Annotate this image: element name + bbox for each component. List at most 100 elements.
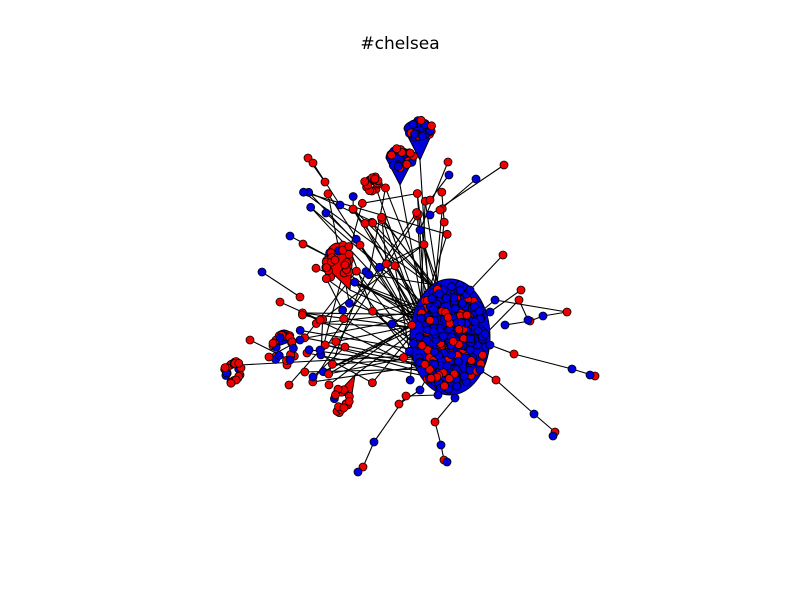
blue-node (450, 393, 460, 403)
red-node (412, 189, 422, 198)
red-node (226, 378, 236, 388)
graph-edge (495, 379, 535, 415)
nodes-layer (220, 115, 600, 477)
red-node (387, 150, 396, 160)
blue-node (485, 307, 495, 317)
blue-node (427, 294, 437, 304)
blue-node (447, 350, 457, 360)
red-node (324, 380, 334, 390)
blue-node (344, 298, 354, 308)
red-node (420, 359, 430, 369)
red-node (478, 350, 488, 360)
red-node (435, 205, 445, 215)
graph-edge (381, 219, 387, 264)
red-node (297, 310, 307, 320)
blue-node (430, 347, 439, 357)
red-node (439, 217, 449, 227)
red-node (357, 198, 367, 208)
red-node (351, 266, 361, 276)
red-node (311, 263, 321, 273)
red-node (324, 369, 334, 379)
blue-node (321, 208, 331, 218)
red-node (394, 399, 404, 409)
blue-node (417, 131, 427, 141)
red-node (355, 240, 365, 250)
graph-edge (533, 413, 556, 433)
blue-node (474, 306, 484, 316)
graph-edge (300, 329, 421, 352)
red-node (298, 239, 308, 249)
graph-edge (419, 159, 430, 310)
blue-node (364, 270, 374, 280)
red-node (315, 315, 325, 325)
red-node (234, 358, 244, 368)
blue-node (430, 359, 440, 369)
red-node (360, 218, 370, 228)
red-node (401, 391, 411, 401)
red-node (321, 274, 331, 284)
blue-node (405, 375, 415, 385)
graph-edge (261, 271, 301, 298)
red-node (466, 356, 476, 365)
red-node (275, 297, 285, 307)
blue-node (490, 295, 500, 305)
blue-node (457, 298, 467, 308)
blue-node (429, 327, 439, 337)
graph-edge (320, 354, 373, 384)
red-node (284, 380, 294, 390)
red-node (264, 352, 274, 362)
red-node (320, 177, 330, 187)
red-node (419, 240, 429, 250)
red-node (562, 307, 572, 317)
red-node (331, 390, 340, 400)
blue-node (304, 345, 314, 355)
red-node (514, 295, 524, 305)
graph-edge (325, 278, 344, 311)
blue-node (453, 356, 463, 366)
red-node (377, 212, 386, 222)
red-node (417, 341, 427, 350)
red-node (348, 204, 358, 214)
blue-node (434, 289, 444, 299)
blue-node (338, 305, 348, 315)
blue-node (485, 340, 495, 350)
red-node (462, 310, 472, 320)
graph-edge (312, 365, 423, 383)
blue-node (375, 262, 384, 272)
blue-node (433, 390, 443, 400)
red-node (443, 157, 453, 167)
blue-node (353, 467, 363, 477)
blue-node (500, 320, 510, 330)
graph-edge (304, 337, 404, 359)
blue-node (444, 170, 454, 180)
blue-node (275, 333, 285, 343)
red-node (427, 121, 436, 131)
blue-node (442, 293, 451, 303)
red-node (308, 158, 318, 168)
red-node (402, 159, 412, 169)
graph-edge (320, 212, 418, 356)
red-node (368, 218, 378, 228)
blue-node (415, 385, 425, 395)
graph-edge (489, 289, 522, 313)
blue-node (408, 120, 418, 129)
blue-node (442, 361, 452, 371)
blue-node (585, 370, 595, 380)
blue-node (404, 346, 414, 356)
red-node (390, 261, 400, 271)
blue-node (538, 311, 548, 321)
red-node (331, 337, 341, 347)
red-node (360, 177, 370, 187)
red-node (344, 249, 354, 259)
graph-edge (328, 316, 420, 386)
blue-node (548, 431, 558, 441)
red-node (339, 314, 349, 324)
red-node (440, 381, 449, 391)
red-node (407, 320, 417, 330)
blue-node (459, 371, 469, 381)
red-node (322, 263, 332, 273)
blue-node (348, 192, 358, 201)
red-node (425, 315, 435, 325)
blue-node (436, 440, 446, 450)
